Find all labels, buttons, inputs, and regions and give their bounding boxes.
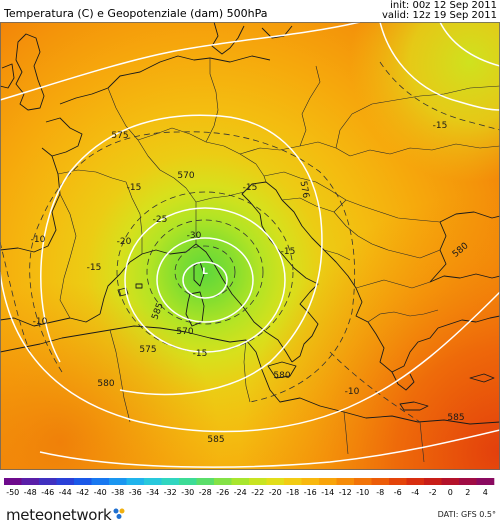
height-label: 585	[207, 435, 224, 445]
isotherm-label: -10	[345, 387, 360, 397]
height-label: 570	[176, 327, 193, 337]
colorbar-labels: -50 -48 -46 -44 -42 -40 -38 -36 -34 -32 -30 -28 -26-…	[6, 488, 488, 497]
colorbar-swatch	[406, 478, 425, 485]
colorbar-swatch	[231, 478, 250, 485]
colorbar-swatches	[4, 478, 495, 485]
colorbar-swatch	[319, 478, 337, 485]
colorbar-swatch	[39, 478, 57, 485]
colorbar-tick-label: -22	[251, 488, 264, 497]
header: Temperatura (C) e Geopotenziale (dam) 50…	[0, 0, 500, 22]
colorbar-swatch	[284, 478, 302, 485]
height-label: 576	[298, 180, 311, 199]
colorbar-tick-label: -24	[234, 488, 247, 497]
meteonetwork-logo: meteonetwork	[6, 506, 127, 524]
isotherm-label: -15	[193, 349, 208, 359]
colorbar-tick-label: -50	[6, 488, 19, 497]
colorbar-swatch	[459, 478, 477, 485]
logo-text: meteonetwork	[6, 506, 112, 524]
colorbar-swatch	[21, 478, 40, 485]
colorbar-swatch	[144, 478, 162, 485]
colorbar-swatch	[354, 478, 372, 485]
height-label: 575	[139, 345, 156, 355]
colorbar-swatch	[91, 478, 110, 485]
colorbar-tick-label: -42	[76, 488, 89, 497]
colorbar-tick-label: -12	[339, 488, 352, 497]
colorbar-swatch	[214, 478, 232, 485]
isotherm-label: -30	[187, 231, 202, 241]
colorbar-swatch	[266, 478, 285, 485]
colorbar-swatch	[371, 478, 390, 485]
logo-dots-icon	[113, 506, 127, 524]
colorbar-tick-label: -32	[164, 488, 177, 497]
colorbar-swatch	[441, 478, 460, 485]
colorbar-tick-label: -18	[286, 488, 299, 497]
colorbar-tick-label: -30	[181, 488, 194, 497]
height-label: 580	[273, 371, 290, 381]
isotherm-label: -10	[31, 235, 46, 245]
height-label: 575	[111, 131, 128, 141]
geopotential-contours	[0, 22, 500, 468]
contour-labels: -30 -25 -20 -15 -15 -15 -15 -15 -10 -10 …	[31, 121, 471, 445]
colorbar-tick-label: -46	[41, 488, 54, 497]
height-label: 570	[177, 171, 194, 181]
isotherm-label: -15	[433, 121, 448, 131]
colorbar-swatch	[161, 478, 180, 485]
isotherm-label: -25	[153, 215, 168, 225]
colorbar-tick-label: -8	[376, 488, 384, 497]
colorbar-tick-label: -48	[24, 488, 37, 497]
colorbar-swatch	[179, 478, 197, 485]
colorbar-swatch	[56, 478, 75, 485]
colorbar-tick-label: -16	[304, 488, 317, 497]
data-source: DATI: GFS 0.5°	[437, 510, 496, 519]
colorbar-tick-label: -20	[269, 488, 282, 497]
isotherm-label: -15	[127, 183, 142, 193]
colorbar-tick-label: -34	[146, 488, 159, 497]
colorbar-tick-label: -26	[216, 488, 229, 497]
map-title: Temperatura (C) e Geopotenziale (dam) 50…	[4, 7, 268, 20]
isotherm-label: -20	[117, 237, 132, 247]
low-pressure-centre: L	[202, 267, 208, 277]
height-label: 580	[97, 379, 114, 389]
isotherm-label: -10	[33, 317, 48, 327]
colorbar-swatch	[126, 478, 145, 485]
colorbar-tick-label: 0	[448, 488, 453, 497]
isotherm-label: -15	[243, 183, 258, 193]
colorbar-tick-label: -44	[59, 488, 72, 497]
colorbar-swatch	[74, 478, 92, 485]
colorbar-swatch	[249, 478, 267, 485]
colorbar-tick-label: -14	[321, 488, 334, 497]
colorbar-swatch	[424, 478, 442, 485]
colorbar-swatch	[4, 478, 22, 485]
warm-southwest-field	[0, 22, 500, 470]
init-time: init: 00z 12 Sep 2011	[390, 0, 497, 11]
colorbar-swatch	[109, 478, 127, 485]
colorbar-tick-label: -38	[111, 488, 124, 497]
colorbar-tick-label: 2	[465, 488, 470, 497]
colorbar-tick-label: 4	[483, 488, 488, 497]
height-label: 585	[447, 413, 464, 423]
colorbar-swatch	[301, 478, 320, 485]
colorbar-tick-label: -10	[356, 488, 369, 497]
temperature-colorbar: -50 -48 -46 -44 -42 -40 -38 -36 -34 -32 -30 -28 -26-…	[4, 478, 495, 497]
colorbar-tick-label: -40	[94, 488, 107, 497]
colorbar-tick-label: -6	[394, 488, 402, 497]
weather-map: -30 -25 -20 -15 -15 -15 -15 -15 -10 -10 …	[0, 22, 500, 470]
colorbar-swatch	[196, 478, 215, 485]
isotherm-label: -15	[281, 247, 296, 257]
colorbar-tick-label: -2	[429, 488, 437, 497]
coastlines	[0, 22, 500, 425]
colorbar-tick-label: -28	[199, 488, 212, 497]
colorbar-swatch	[476, 478, 495, 485]
isotherm-label: -15	[87, 263, 102, 273]
valid-time: valid: 12z 19 Sep 2011	[381, 10, 497, 21]
colorbar-tick-label: -4	[411, 488, 419, 497]
colorbar-swatch	[336, 478, 355, 485]
colorbar-swatch	[389, 478, 407, 485]
colorbar-tick-label: -36	[129, 488, 142, 497]
